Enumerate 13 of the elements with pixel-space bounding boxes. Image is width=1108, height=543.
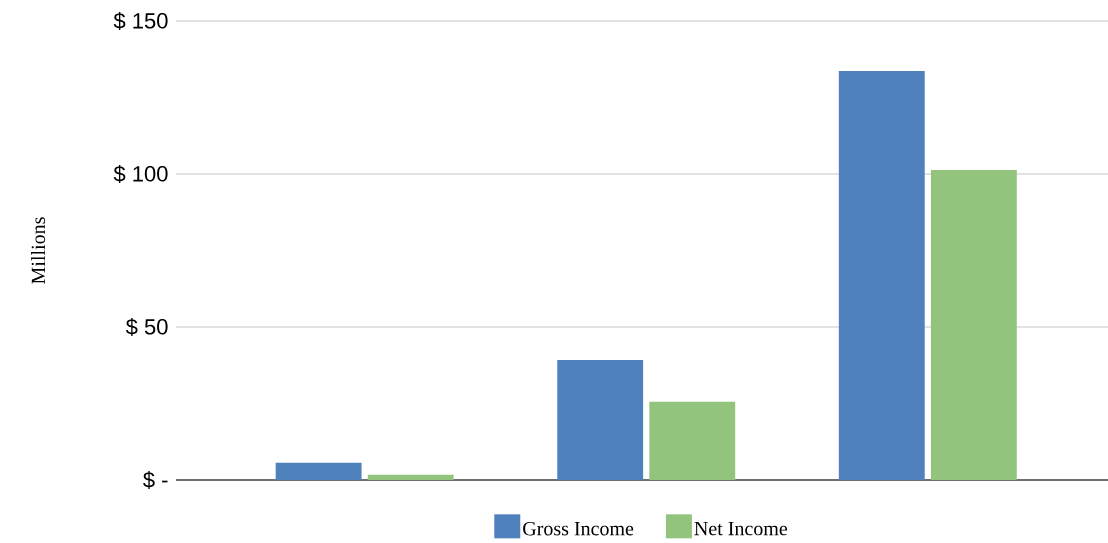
legend-label: Gross Income bbox=[523, 521, 634, 536]
bar bbox=[930, 170, 1017, 480]
y-tick-label: $ - bbox=[143, 471, 168, 489]
bar bbox=[838, 70, 925, 480]
y-tick-label: $ 150 bbox=[113, 12, 168, 30]
bar bbox=[557, 360, 644, 480]
bar bbox=[367, 474, 454, 480]
y-axis-title: Millions bbox=[31, 217, 46, 284]
bar bbox=[275, 462, 362, 480]
y-tick-label: $ 50 bbox=[125, 318, 168, 336]
bar bbox=[649, 401, 736, 480]
legend-label: Net Income bbox=[694, 522, 788, 536]
y-tick-label: $ 100 bbox=[113, 165, 168, 183]
